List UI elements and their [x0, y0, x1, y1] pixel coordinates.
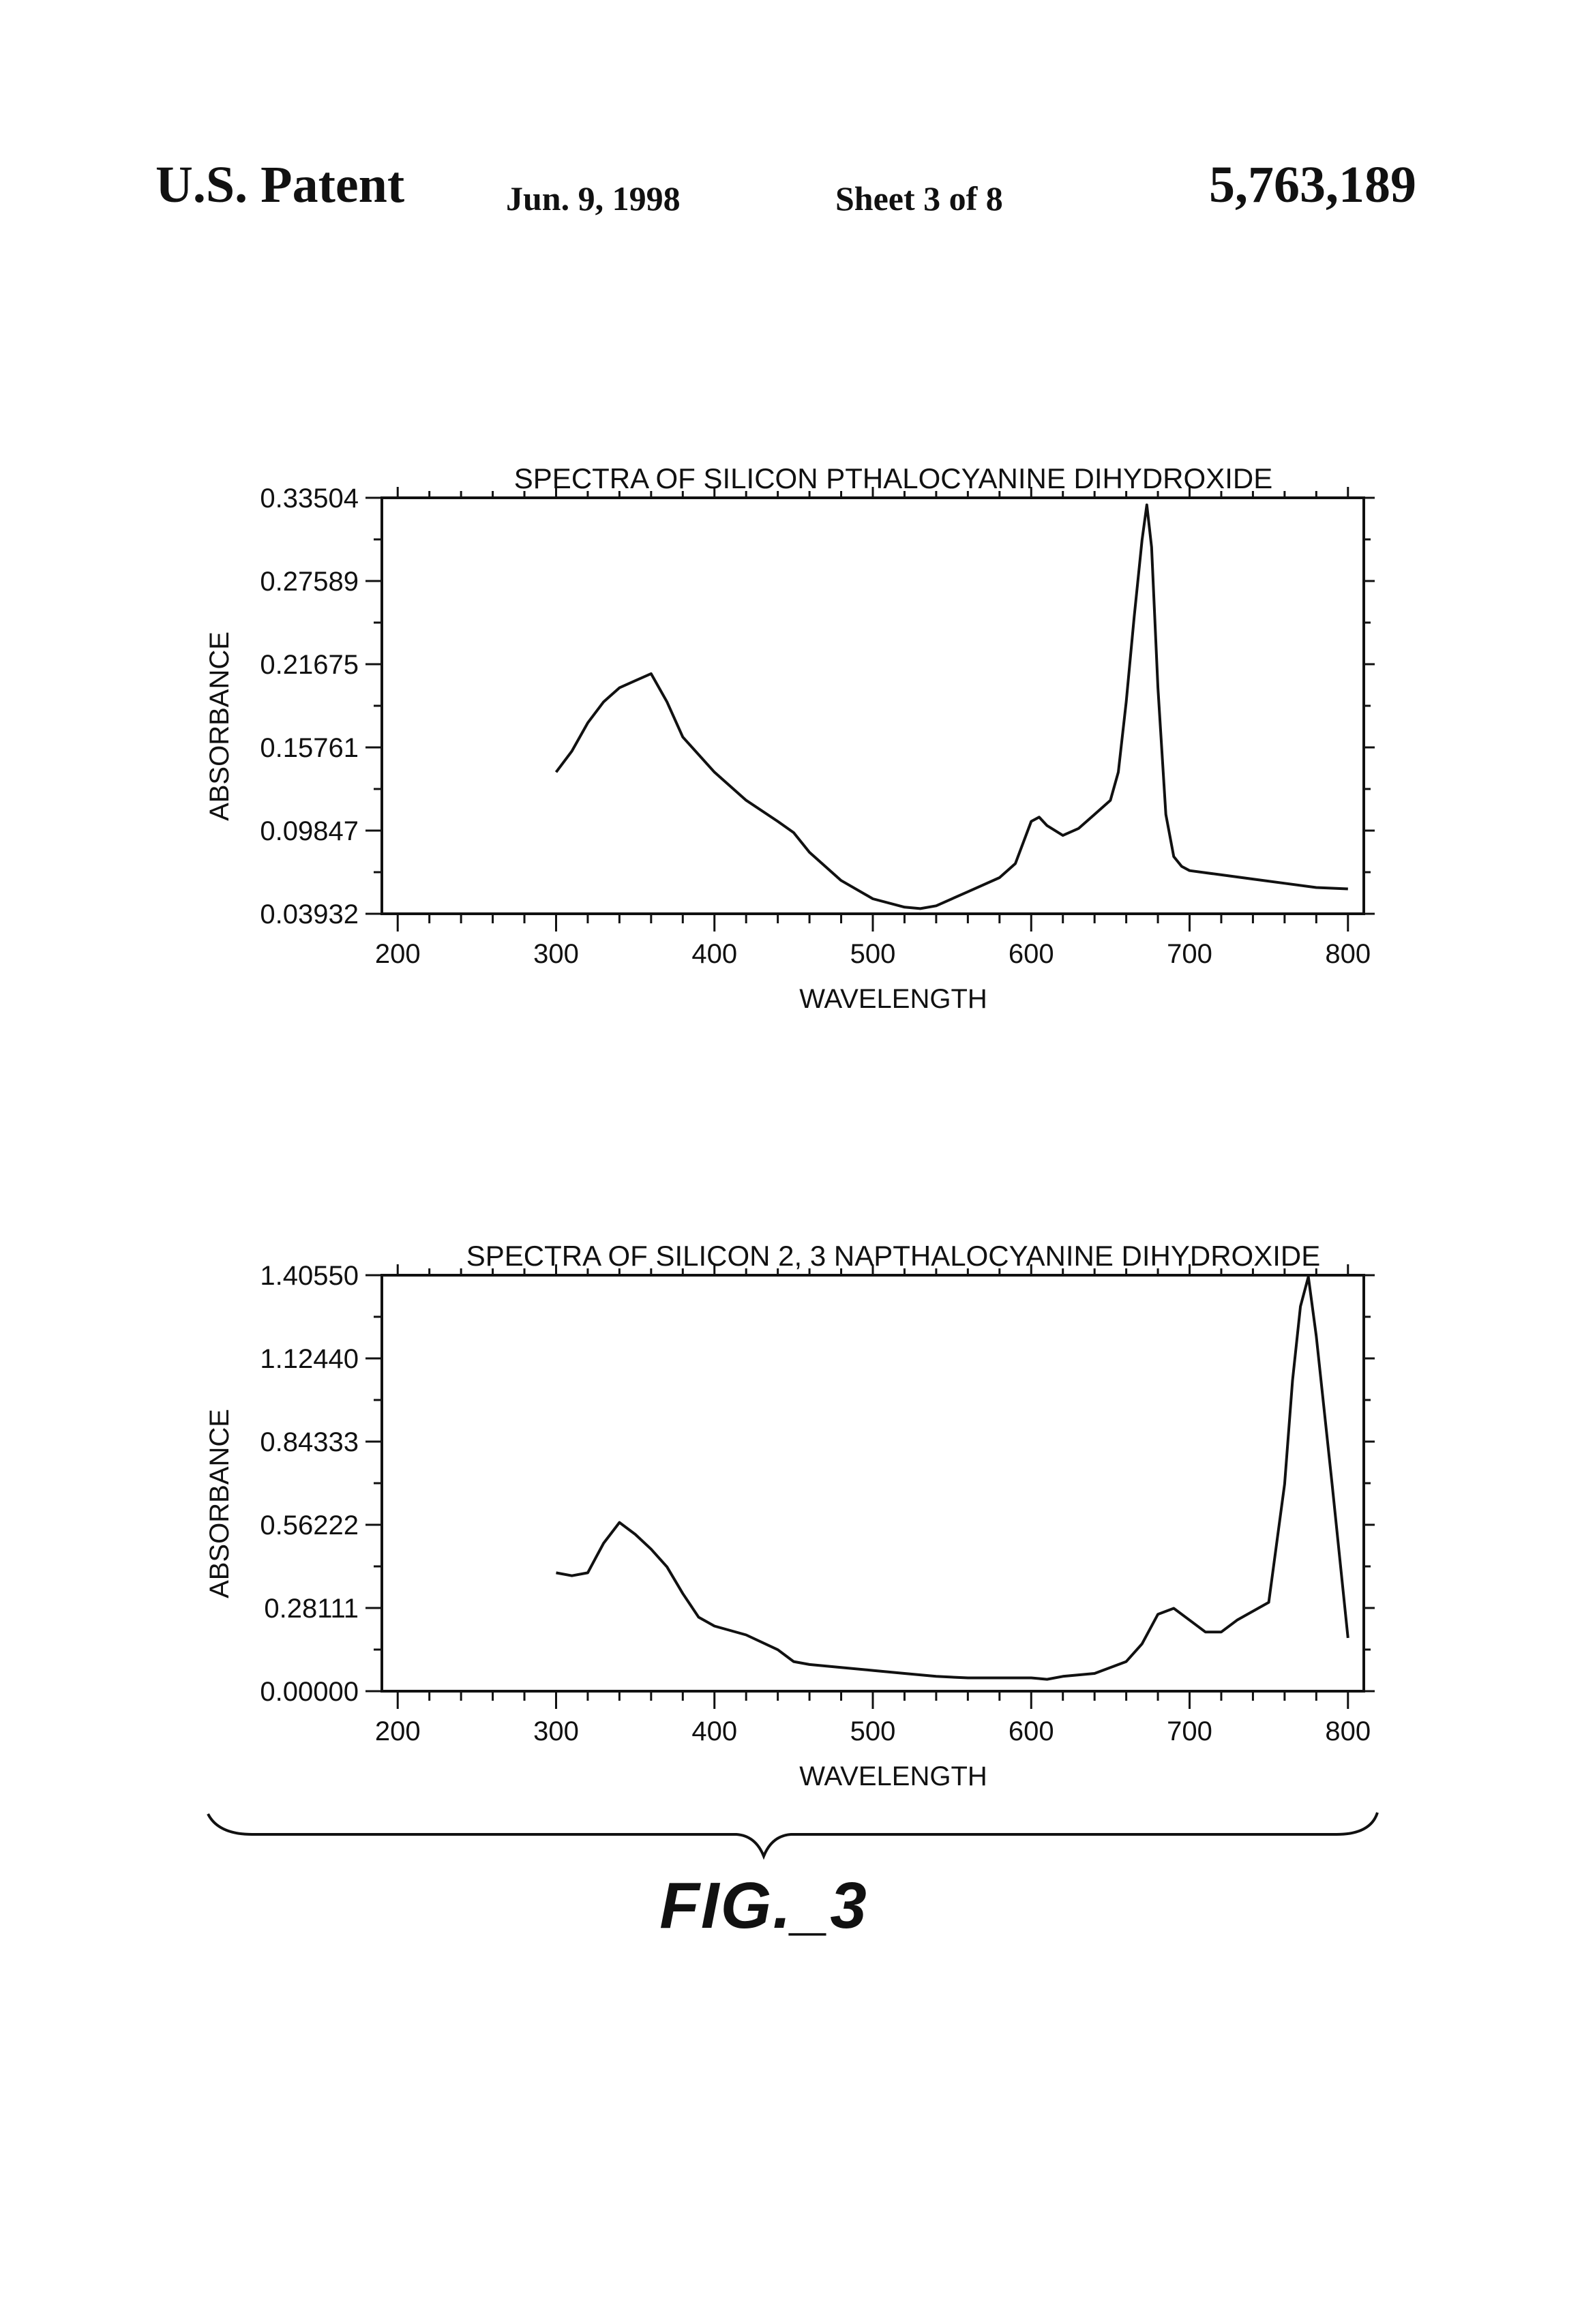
x-tick-label: 300 — [533, 939, 579, 969]
x-tick-label: 200 — [375, 939, 421, 969]
chart-title: SPECTRA OF SILICON PTHALOCYANINE DIHYDRO… — [514, 462, 1272, 494]
x-tick-label: 500 — [850, 1716, 896, 1746]
patent-date: Jun. 9, 1998 — [506, 179, 681, 218]
x-tick-label: 400 — [691, 939, 737, 969]
y-axis-label: ABSORBANCE — [205, 631, 235, 821]
y-tick-label: 0.56222 — [260, 1510, 359, 1540]
y-tick-label: 1.40550 — [260, 1261, 359, 1291]
y-axis-label: ABSORBANCE — [205, 1409, 235, 1598]
y-tick-label: 1.12440 — [260, 1344, 359, 1374]
x-tick-label: 400 — [691, 1716, 737, 1746]
chart-title: SPECTRA OF SILICON 2, 3 NAPTHALOCYANINE … — [466, 1240, 1321, 1272]
x-axis-label: WAVELENGTH — [799, 984, 987, 1009]
x-axis-label: WAVELENGTH — [799, 1761, 987, 1791]
chart-silicon-napthalocyanine: SPECTRA OF SILICON 2, 3 NAPTHALOCYANINE … — [0, 1214, 1582, 1800]
x-tick-label: 500 — [850, 939, 896, 969]
y-tick-label: 0.33504 — [260, 483, 359, 513]
figure-brace — [0, 1800, 1582, 1862]
y-tick-label: 0.27589 — [260, 567, 359, 597]
spectrum-line — [556, 1277, 1348, 1679]
x-tick-label: 800 — [1325, 939, 1371, 969]
x-tick-label: 600 — [1009, 1716, 1054, 1746]
x-tick-label: 700 — [1167, 939, 1212, 969]
x-tick-label: 300 — [533, 1716, 579, 1746]
y-tick-label: 0.84333 — [260, 1427, 359, 1457]
patent-label: U.S. Patent — [155, 155, 404, 215]
y-tick-label: 0.03932 — [260, 899, 359, 929]
spectrum-line — [556, 505, 1348, 908]
x-tick-label: 200 — [375, 1716, 421, 1746]
figure-label: FIG._3 — [0, 1868, 1527, 1943]
y-tick-label: 0.21675 — [260, 650, 359, 680]
y-tick-label: 0.00000 — [260, 1677, 359, 1707]
chart-silicon-pthalocyanine: SPECTRA OF SILICON PTHALOCYANINE DIHYDRO… — [0, 436, 1582, 1009]
x-tick-label: 600 — [1009, 939, 1054, 969]
y-tick-label: 0.28111 — [264, 1594, 359, 1624]
sheet-number: Sheet 3 of 8 — [835, 179, 1003, 218]
plot-frame — [382, 498, 1364, 914]
y-tick-label: 0.09847 — [260, 816, 359, 846]
patent-number: 5,763,189 — [1209, 155, 1416, 215]
x-tick-label: 700 — [1167, 1716, 1212, 1746]
y-tick-label: 0.15761 — [260, 733, 359, 763]
plot-frame — [382, 1275, 1364, 1691]
x-tick-label: 800 — [1325, 1716, 1371, 1746]
